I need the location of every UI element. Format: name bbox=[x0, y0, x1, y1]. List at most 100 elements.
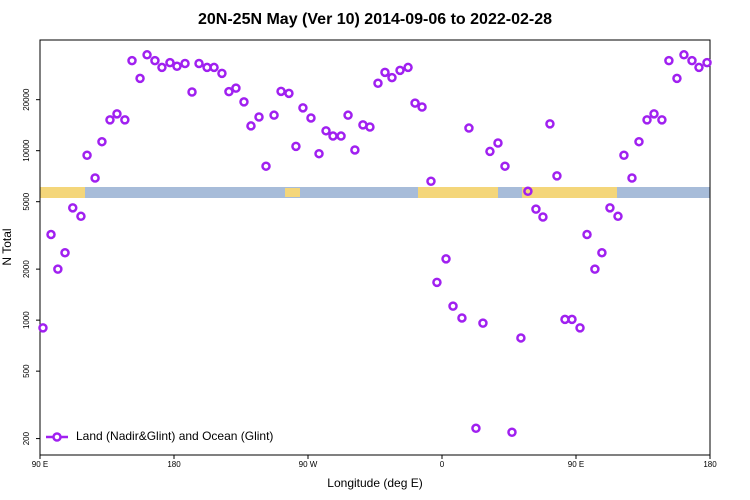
y-tick-label: 10000 bbox=[22, 139, 31, 162]
data-point bbox=[224, 86, 234, 97]
data-point bbox=[254, 112, 264, 122]
data-point bbox=[702, 57, 712, 68]
x-tick-label: 0 bbox=[440, 460, 445, 469]
data-point bbox=[314, 148, 324, 159]
y-tick-label: 5000 bbox=[22, 192, 31, 210]
data-point bbox=[395, 65, 405, 76]
data-point bbox=[410, 98, 420, 108]
data-point bbox=[567, 314, 577, 325]
chart-title: 20N-25N May (Ver 10) 2014-09-06 to 2022-… bbox=[198, 11, 552, 28]
data-point bbox=[68, 203, 78, 213]
data-point bbox=[664, 55, 674, 66]
data-point bbox=[605, 203, 615, 213]
data-point bbox=[217, 68, 227, 79]
data-point bbox=[120, 115, 130, 125]
x-tick-label: 180 bbox=[167, 460, 181, 469]
data-point bbox=[150, 55, 160, 66]
data-point bbox=[417, 102, 427, 112]
data-point bbox=[298, 103, 308, 113]
data-point bbox=[76, 211, 86, 222]
data-point bbox=[531, 204, 541, 214]
data-point bbox=[46, 229, 56, 240]
data-point bbox=[209, 62, 219, 73]
data-point bbox=[672, 73, 682, 84]
data-point bbox=[432, 277, 442, 288]
data-point bbox=[165, 57, 175, 68]
legend-marker bbox=[52, 432, 62, 442]
data-point bbox=[485, 146, 495, 157]
data-point bbox=[142, 50, 152, 60]
data-point bbox=[597, 247, 607, 258]
data-point bbox=[239, 97, 249, 107]
data-point bbox=[53, 264, 63, 274]
data-point bbox=[582, 229, 592, 240]
data-point bbox=[291, 141, 301, 152]
data-point bbox=[82, 150, 92, 160]
data-point bbox=[575, 323, 585, 333]
data-point bbox=[627, 173, 637, 183]
data-point bbox=[172, 61, 182, 71]
data-point bbox=[328, 131, 338, 141]
data-point bbox=[500, 161, 510, 171]
data-point bbox=[135, 73, 145, 84]
y-tick-label: 200 bbox=[22, 431, 31, 445]
data-point bbox=[457, 313, 467, 323]
data-point bbox=[276, 86, 286, 97]
data-point bbox=[350, 145, 360, 155]
legend-label: Land (Nadir&Glint) and Ocean (Glint) bbox=[76, 429, 273, 443]
data-point bbox=[157, 62, 167, 73]
data-point bbox=[642, 115, 652, 125]
data-point bbox=[448, 301, 458, 311]
data-point bbox=[306, 113, 316, 123]
data-point bbox=[538, 212, 548, 222]
data-point bbox=[523, 186, 533, 197]
x-tick-label: 90 E bbox=[568, 460, 584, 469]
data-point bbox=[380, 67, 390, 78]
data-point bbox=[516, 333, 526, 343]
data-point bbox=[507, 427, 517, 437]
data-point bbox=[38, 323, 48, 333]
data-point bbox=[231, 83, 241, 93]
plot-frame bbox=[39, 39, 711, 456]
data-point bbox=[590, 264, 600, 274]
y-tick-label: 500 bbox=[22, 364, 31, 378]
data-point bbox=[336, 131, 346, 141]
data-point bbox=[478, 318, 488, 328]
data-point bbox=[112, 109, 122, 119]
data-point bbox=[687, 55, 697, 66]
data-point bbox=[679, 50, 689, 60]
data-point bbox=[105, 115, 115, 125]
x-tick-label: 180 bbox=[703, 460, 717, 469]
data-point bbox=[269, 110, 279, 120]
data-point bbox=[246, 121, 256, 131]
y-tick-label: 1000 bbox=[22, 311, 31, 329]
data-point bbox=[60, 247, 70, 258]
data-point bbox=[261, 161, 271, 171]
data-point bbox=[180, 58, 190, 69]
data-point bbox=[552, 171, 562, 181]
y-tick-label: 20000 bbox=[22, 88, 31, 111]
y-tick-label: 2000 bbox=[22, 260, 31, 278]
x-tick-label: 90 W bbox=[299, 460, 318, 469]
x-tick-label: 90 E bbox=[32, 460, 48, 469]
data-point bbox=[471, 423, 481, 434]
x-axis-label: Longitude (deg E) bbox=[327, 476, 422, 490]
data-point bbox=[321, 126, 331, 136]
data-point bbox=[657, 115, 667, 125]
data-point bbox=[426, 176, 436, 187]
data-point bbox=[373, 78, 383, 89]
y-axis-label: N Total bbox=[0, 228, 14, 265]
data-point bbox=[464, 123, 474, 133]
data-point bbox=[649, 109, 659, 119]
data-point bbox=[613, 211, 623, 222]
map-band bbox=[40, 187, 710, 198]
data-point bbox=[694, 62, 704, 73]
data-point bbox=[403, 62, 413, 73]
data-point bbox=[284, 88, 294, 99]
data-point bbox=[619, 150, 629, 160]
data-point bbox=[343, 110, 353, 120]
data-point bbox=[545, 119, 555, 129]
data-point bbox=[365, 122, 375, 132]
data-point bbox=[194, 58, 204, 69]
